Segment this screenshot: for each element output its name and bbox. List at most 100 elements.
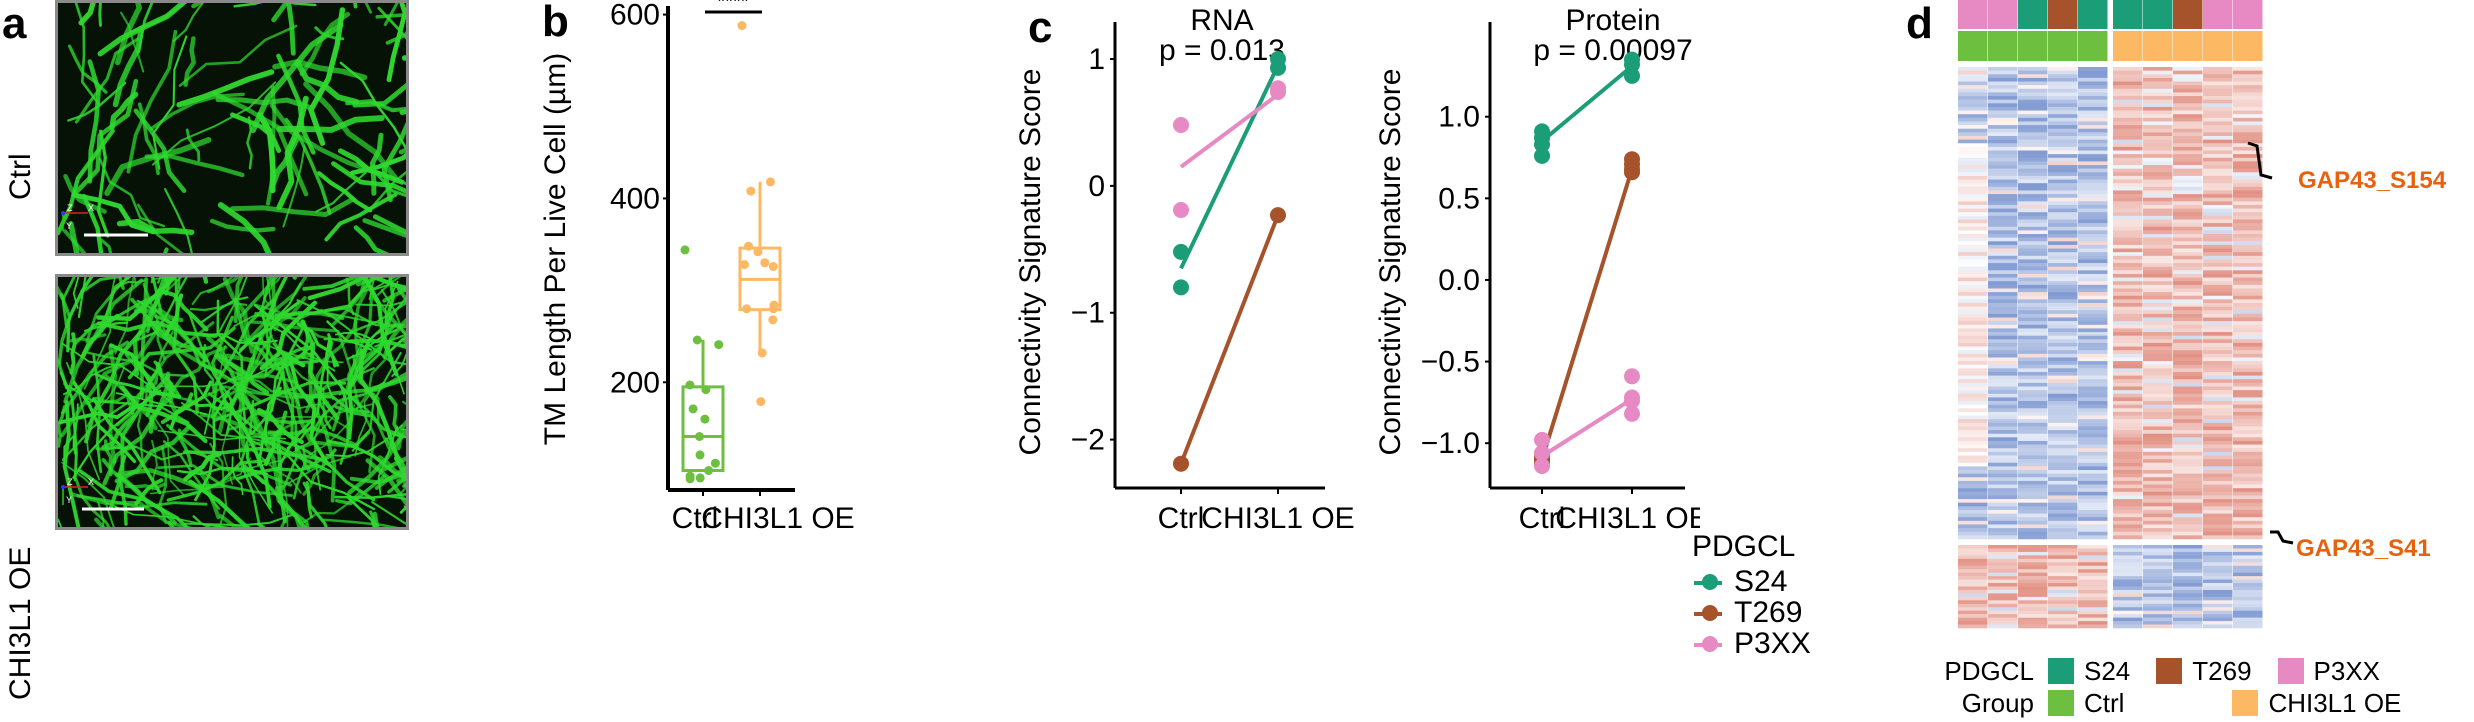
- heatmap-cell: [2018, 408, 2048, 413]
- heatmap-cell: [2203, 617, 2233, 622]
- heatmap-cell: [1958, 255, 1988, 260]
- heatmap-cell: [2233, 614, 2263, 618]
- heatmap-cell: [2113, 558, 2143, 563]
- heatmap-cell: [2018, 558, 2048, 563]
- heatmap-cell: [2078, 419, 2108, 424]
- heatmap-cell: [1958, 157, 1988, 162]
- heatmap-cell: [2018, 524, 2048, 529]
- heatmap-cell: [1988, 154, 2018, 159]
- legend-label: P3XX: [2313, 655, 2381, 686]
- heatmap-cell: [1958, 161, 1988, 166]
- heatmap-cell: [2143, 480, 2173, 485]
- heatmap-cell: [1958, 313, 1988, 318]
- y-tick-label: 0: [1088, 170, 1105, 203]
- heatmap-cell: [1988, 310, 2018, 315]
- y-tick-label: 0.0: [1438, 264, 1480, 297]
- heatmap-cell: [2203, 143, 2233, 148]
- legend-row-title: Group: [1961, 687, 2034, 718]
- heatmap-cell: [2078, 437, 2108, 442]
- heatmap-cell: [2233, 596, 2263, 601]
- heatmap-cell: [2143, 520, 2173, 525]
- heatmap-cell: [2203, 462, 2233, 467]
- heatmap-cell: [2048, 621, 2078, 625]
- heatmap-cell: [2143, 266, 2173, 271]
- tm-fiber: [163, 247, 169, 253]
- heatmap-cell: [2018, 484, 2048, 489]
- heatmap-cell: [2078, 85, 2108, 90]
- tm-fiber: [276, 115, 385, 133]
- tm-fiber: [220, 325, 268, 411]
- heatmap-cell: [2113, 579, 2143, 584]
- data-point: [746, 186, 756, 196]
- heatmap-cell: [2173, 96, 2203, 100]
- heatmap-cell: [2143, 70, 2173, 75]
- heatmap-cell: [2173, 558, 2203, 563]
- y-label: Y: [66, 495, 72, 505]
- heatmap-cell: [2113, 168, 2143, 173]
- heatmap-cell: [2078, 234, 2108, 238]
- heatmap-cell: [2078, 244, 2108, 249]
- data-point: [744, 241, 753, 251]
- heatmap-cell: [2203, 419, 2233, 424]
- heatmap-cell: [1988, 306, 2018, 311]
- heatmap-cell: [2113, 219, 2143, 224]
- heatmap-cell: [2048, 502, 2078, 507]
- heatmap-cell: [2113, 459, 2143, 464]
- heatmap-cell: [2078, 368, 2108, 373]
- heatmap-cell: [2173, 234, 2203, 238]
- heatmap-cell: [1988, 259, 2018, 264]
- heatmap-cell: [2203, 92, 2233, 97]
- tm-fiber: [368, 277, 376, 301]
- heatmap-cell: [2233, 562, 2263, 567]
- heatmap-cell: [2203, 440, 2233, 445]
- heatmap-cell: [2078, 175, 2108, 180]
- heatmap-cell: [1958, 295, 1988, 300]
- heatmap-cell: [2143, 270, 2173, 275]
- heatmap-cell: [2048, 237, 2078, 242]
- heatmap-cell: [2078, 361, 2108, 366]
- heatmap-cell: [1988, 135, 2018, 140]
- heatmap-cell: [1958, 520, 1988, 525]
- data-point: [701, 385, 711, 395]
- box-chi3l1-oe: [737, 21, 782, 407]
- heatmap-cell: [2233, 353, 2263, 358]
- heatmap-cell: [2143, 466, 2173, 471]
- heatmap-cell: [2143, 617, 2173, 622]
- heatmap-cell: [2143, 393, 2173, 398]
- heatmap-cell: [2048, 506, 2078, 511]
- heatmap-cell: [1958, 437, 1988, 442]
- heatmap-cell: [2048, 617, 2078, 622]
- heatmap-cell: [2113, 576, 2143, 580]
- tm-fiber: [61, 277, 76, 328]
- data-point: [737, 21, 747, 31]
- tm-fiber: [82, 194, 104, 253]
- data-point: [1624, 56, 1640, 73]
- heatmap-cell: [2143, 555, 2173, 560]
- heatmap-cell: [2078, 506, 2108, 511]
- heatmap-cell: [2233, 586, 2263, 591]
- heatmap-cell: [2048, 404, 2078, 409]
- heatmap-cell: [2078, 509, 2108, 514]
- heatmap-cell: [1958, 455, 1988, 460]
- heatmap-cell: [2048, 313, 2078, 318]
- heatmap-cell: [2018, 555, 2048, 560]
- tm-fiber: [334, 493, 406, 499]
- heatmap-cell: [1958, 175, 1988, 180]
- tm-fiber: [302, 491, 361, 524]
- tm-fiber: [192, 515, 211, 527]
- heatmap-cell: [2143, 255, 2173, 260]
- heatmap-cell: [1988, 562, 2018, 567]
- heatmap-cell: [2078, 583, 2108, 587]
- heatmap-cell: [1988, 528, 2018, 533]
- heatmap-cell: [2173, 110, 2203, 115]
- heatmap-cell: [1958, 411, 1988, 416]
- heatmap-cell: [2203, 244, 2233, 249]
- heatmap-cell: [2078, 364, 2108, 369]
- heatmap-cell: [2048, 317, 2078, 322]
- heatmap-cell: [2018, 477, 2048, 482]
- heatmap-cell: [2173, 248, 2203, 253]
- heatmap-cell: [2018, 382, 2048, 387]
- heatmap-cell: [2143, 103, 2173, 108]
- heatmap-cell: [2203, 579, 2233, 584]
- heatmap-cell: [2113, 596, 2143, 601]
